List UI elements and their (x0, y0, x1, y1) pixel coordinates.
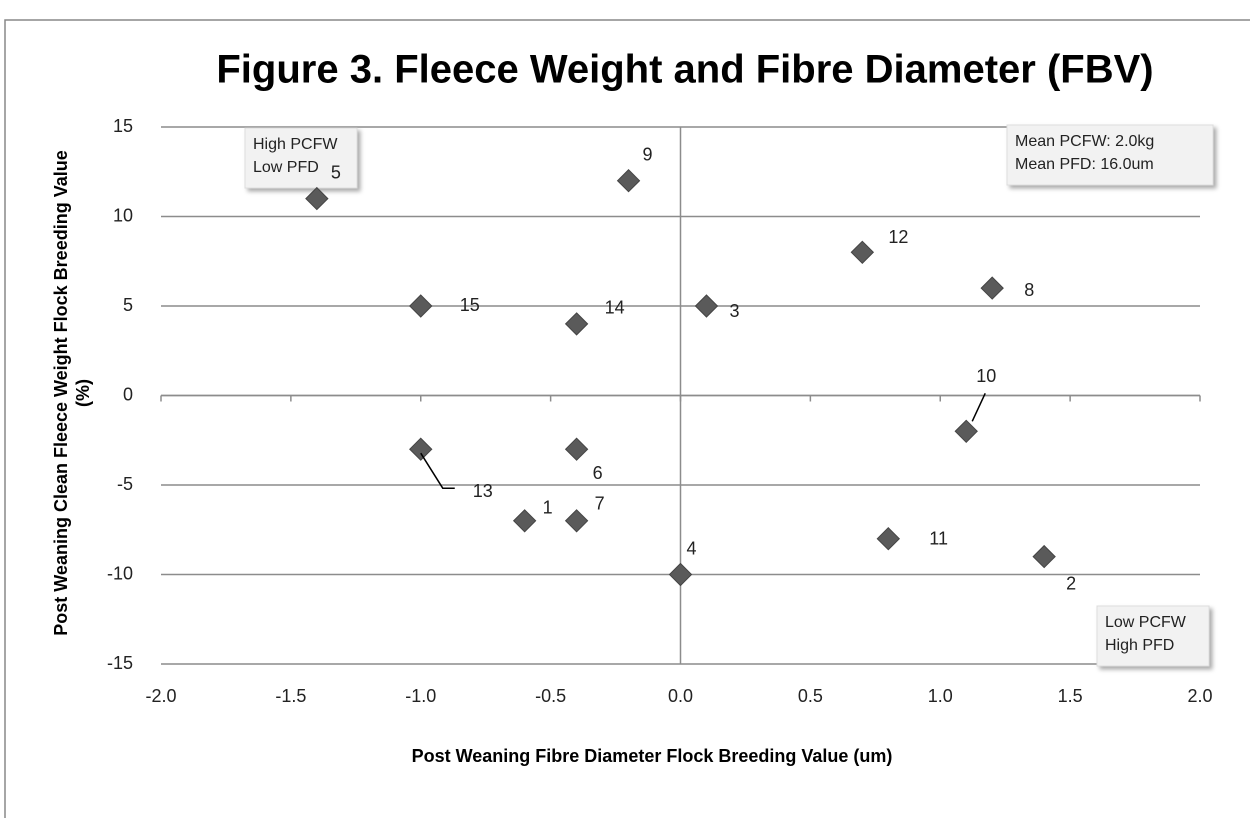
point-label: 5 (331, 162, 341, 182)
annotation-box: Low PCFW High PFD (1096, 605, 1210, 667)
y-tick-label: -10 (107, 563, 133, 583)
point-label: 6 (593, 463, 603, 483)
annotation-background (1006, 124, 1214, 186)
point (850, 240, 875, 265)
annotation-text: High PFD (1105, 637, 1174, 654)
y-axis-label: Post Weaning Clean Fleece Weight Flock B… (51, 150, 93, 635)
y-tick-label: 15 (113, 116, 133, 136)
point-label: 2 (1066, 573, 1076, 593)
point-label: 9 (643, 144, 653, 164)
y-tick-label: -5 (117, 474, 133, 494)
point (512, 509, 537, 533)
point-label: 1 (543, 498, 553, 518)
x-tick-label: 0.5 (798, 686, 823, 706)
x-tick-label: -2.0 (145, 686, 176, 706)
x-tick-label: 0.0 (668, 686, 693, 706)
annotation-text: Mean PFD: 16.0um (1015, 156, 1154, 173)
x-tick-label: -0.5 (535, 686, 566, 706)
annotation-text: Low PCFW (1105, 614, 1187, 631)
point-label: 10 (976, 366, 996, 386)
point (876, 526, 901, 551)
point (980, 276, 1004, 300)
y-tick-label: 5 (123, 295, 133, 315)
annotation-box: High PCFW Low PFD (244, 127, 358, 189)
x-tick-label: 1.5 (1058, 686, 1083, 706)
point-label: 12 (888, 227, 908, 247)
point (694, 294, 719, 318)
y-tick-label: 0 (123, 384, 133, 404)
y-tick-label: -15 (107, 653, 133, 673)
y-axis-label-line: Post Weaning Clean Fleece Weight Flock B… (51, 150, 71, 635)
point (616, 168, 641, 193)
point (668, 562, 693, 587)
annotation-background (244, 127, 358, 189)
point-label: 3 (729, 301, 739, 321)
point-label: 8 (1024, 280, 1034, 300)
point (305, 186, 329, 211)
y-axis-label-line: (%) (73, 379, 93, 407)
point (564, 312, 589, 336)
point (564, 509, 589, 533)
annotation-background (1096, 605, 1210, 667)
leader-line (420, 452, 455, 489)
point-label: 15 (460, 295, 480, 315)
annotation-text: Low PFD (253, 159, 319, 176)
annotation-text: High PCFW (253, 136, 338, 153)
point-label: 14 (605, 298, 625, 318)
point (1032, 544, 1056, 569)
x-tick-label: 1.0 (928, 686, 953, 706)
y-tick-label: 10 (113, 205, 133, 225)
x-tick-label: -1.5 (275, 686, 306, 706)
point-label: 7 (595, 494, 605, 514)
point (564, 437, 589, 461)
point (954, 419, 978, 444)
point (409, 437, 433, 461)
point-label: 13 (473, 481, 493, 501)
x-tick-label: 2.0 (1187, 686, 1212, 706)
leader-line (971, 392, 986, 422)
annotation-box: Mean PCFW: 2.0kg Mean PFD: 16.0um (1006, 124, 1214, 186)
point (409, 294, 433, 318)
point-label: 11 (929, 528, 948, 548)
point-label: 4 (687, 538, 697, 558)
x-axis-label: Post Weaning Fibre Diameter Flock Breedi… (412, 746, 893, 766)
chart-title: Figure 3. Fleece Weight and Fibre Diamet… (216, 48, 1153, 92)
annotation-text: Mean PCFW: 2.0kg (1015, 133, 1154, 150)
x-tick-label: -1.0 (405, 686, 436, 706)
